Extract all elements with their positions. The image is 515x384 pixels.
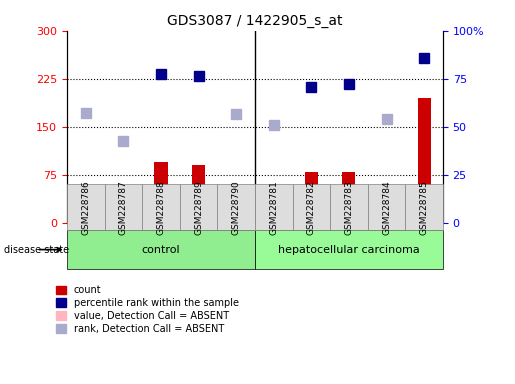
Bar — [192, 165, 205, 223]
Bar — [79, 209, 92, 223]
Bar — [342, 172, 355, 223]
Bar — [230, 209, 243, 223]
Bar — [418, 98, 431, 223]
FancyBboxPatch shape — [142, 184, 180, 230]
FancyBboxPatch shape — [67, 230, 255, 269]
FancyBboxPatch shape — [330, 184, 368, 230]
FancyBboxPatch shape — [67, 184, 105, 230]
Text: GSM228782: GSM228782 — [307, 180, 316, 235]
Bar — [117, 215, 130, 223]
Text: GSM228786: GSM228786 — [81, 180, 90, 235]
Text: GSM228784: GSM228784 — [382, 180, 391, 235]
FancyBboxPatch shape — [255, 230, 443, 269]
Bar — [154, 162, 167, 223]
Text: GSM228789: GSM228789 — [194, 180, 203, 235]
Text: GSM228790: GSM228790 — [232, 180, 241, 235]
FancyBboxPatch shape — [180, 184, 217, 230]
Bar — [380, 209, 393, 223]
Bar — [267, 213, 280, 223]
Text: GSM228781: GSM228781 — [269, 180, 278, 235]
Legend: count, percentile rank within the sample, value, Detection Call = ABSENT, rank, : count, percentile rank within the sample… — [56, 285, 239, 334]
FancyBboxPatch shape — [368, 184, 405, 230]
Text: GSM228788: GSM228788 — [157, 180, 165, 235]
Text: GSM228787: GSM228787 — [119, 180, 128, 235]
FancyBboxPatch shape — [255, 184, 293, 230]
Text: GSM228783: GSM228783 — [345, 180, 353, 235]
FancyBboxPatch shape — [217, 184, 255, 230]
Text: GSM228785: GSM228785 — [420, 180, 428, 235]
FancyBboxPatch shape — [293, 184, 330, 230]
FancyBboxPatch shape — [105, 184, 142, 230]
Bar — [305, 172, 318, 223]
Text: disease state: disease state — [4, 245, 69, 255]
Text: control: control — [142, 245, 180, 255]
Title: GDS3087 / 1422905_s_at: GDS3087 / 1422905_s_at — [167, 14, 342, 28]
FancyBboxPatch shape — [405, 184, 443, 230]
Text: hepatocellular carcinoma: hepatocellular carcinoma — [278, 245, 420, 255]
